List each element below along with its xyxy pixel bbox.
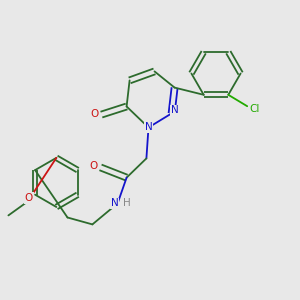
Text: H: H [123, 198, 131, 208]
Text: N: N [111, 198, 119, 208]
Text: N: N [145, 122, 152, 132]
Text: O: O [90, 160, 98, 171]
Text: O: O [25, 193, 33, 203]
Text: O: O [91, 109, 99, 119]
Text: Cl: Cl [249, 103, 259, 114]
Text: N: N [171, 105, 178, 116]
